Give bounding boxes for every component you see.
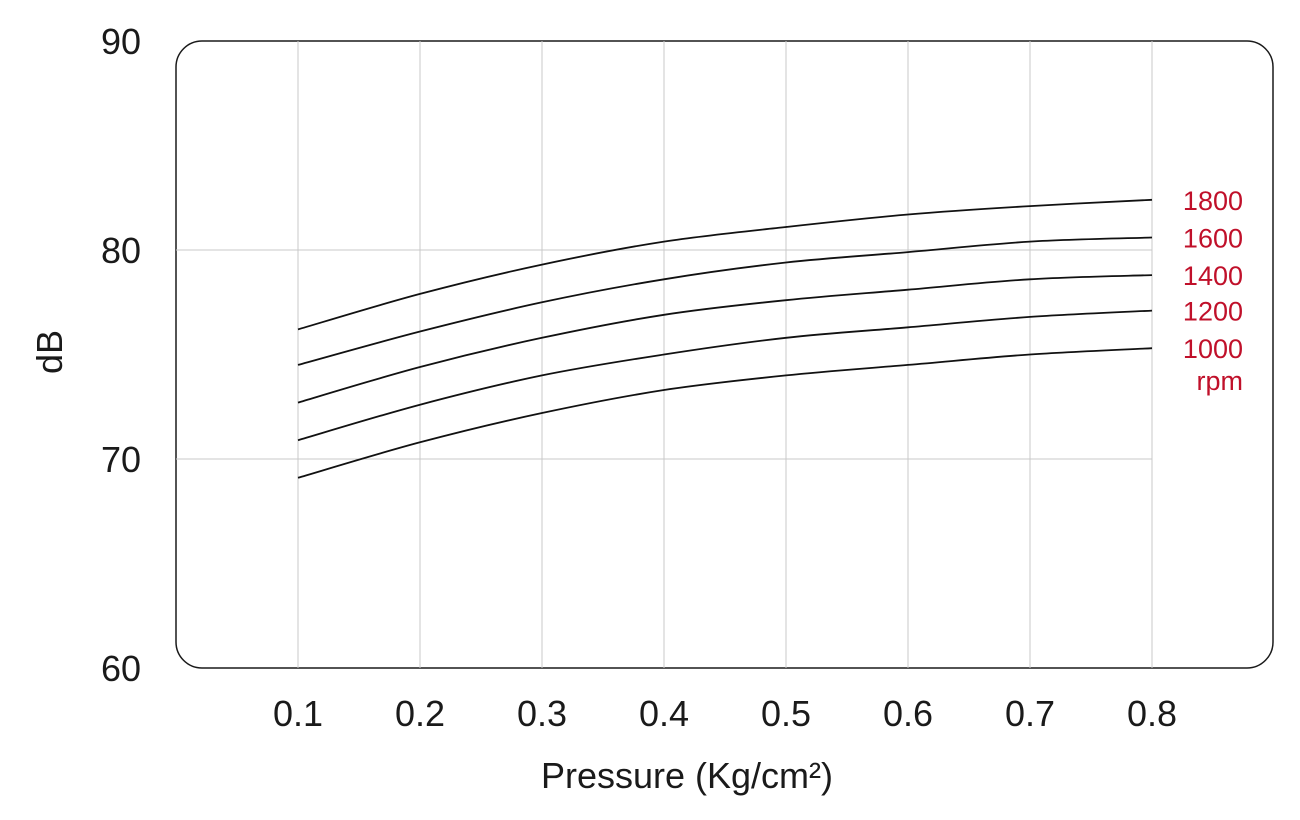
series-unit-label: rpm	[1197, 366, 1244, 396]
y-axis-title: dB	[29, 330, 70, 374]
x-axis-ticks: 0.1 0.2 0.3 0.4 0.5 0.6 0.7 0.8	[273, 693, 1177, 734]
x-tick-label: 0.2	[395, 693, 445, 734]
x-tick-label: 0.8	[1127, 693, 1177, 734]
series-label-1400: 1400	[1183, 261, 1243, 291]
series-label-1600: 1600	[1183, 223, 1243, 253]
series-labels: 1800 1600 1400 1200 1000	[1183, 186, 1243, 364]
y-tick-label: 60	[101, 648, 141, 689]
series-line-1200	[297, 309, 1153, 442]
series-line-1000	[297, 347, 1153, 479]
series-line-1400	[297, 274, 1153, 404]
x-axis-title: Pressure (Kg/cm²)	[541, 755, 833, 796]
series-label-1200: 1200	[1183, 297, 1243, 327]
x-tick-label: 0.7	[1005, 693, 1055, 734]
series-label-1000: 1000	[1183, 334, 1243, 364]
y-axis-ticks: 60 70 80 90	[101, 21, 141, 689]
y-tick-label: 70	[101, 439, 141, 480]
series-line-1600	[297, 236, 1153, 366]
x-tick-label: 0.1	[273, 693, 323, 734]
y-tick-label: 90	[101, 21, 141, 62]
x-tick-label: 0.5	[761, 693, 811, 734]
series-line-1800	[297, 198, 1153, 331]
series-label-1800: 1800	[1183, 186, 1243, 216]
y-tick-label: 80	[101, 230, 141, 271]
x-tick-label: 0.3	[517, 693, 567, 734]
x-tick-label: 0.4	[639, 693, 689, 734]
series-lines	[297, 198, 1153, 479]
plot-frame	[175, 40, 1274, 669]
x-tick-label: 0.6	[883, 693, 933, 734]
